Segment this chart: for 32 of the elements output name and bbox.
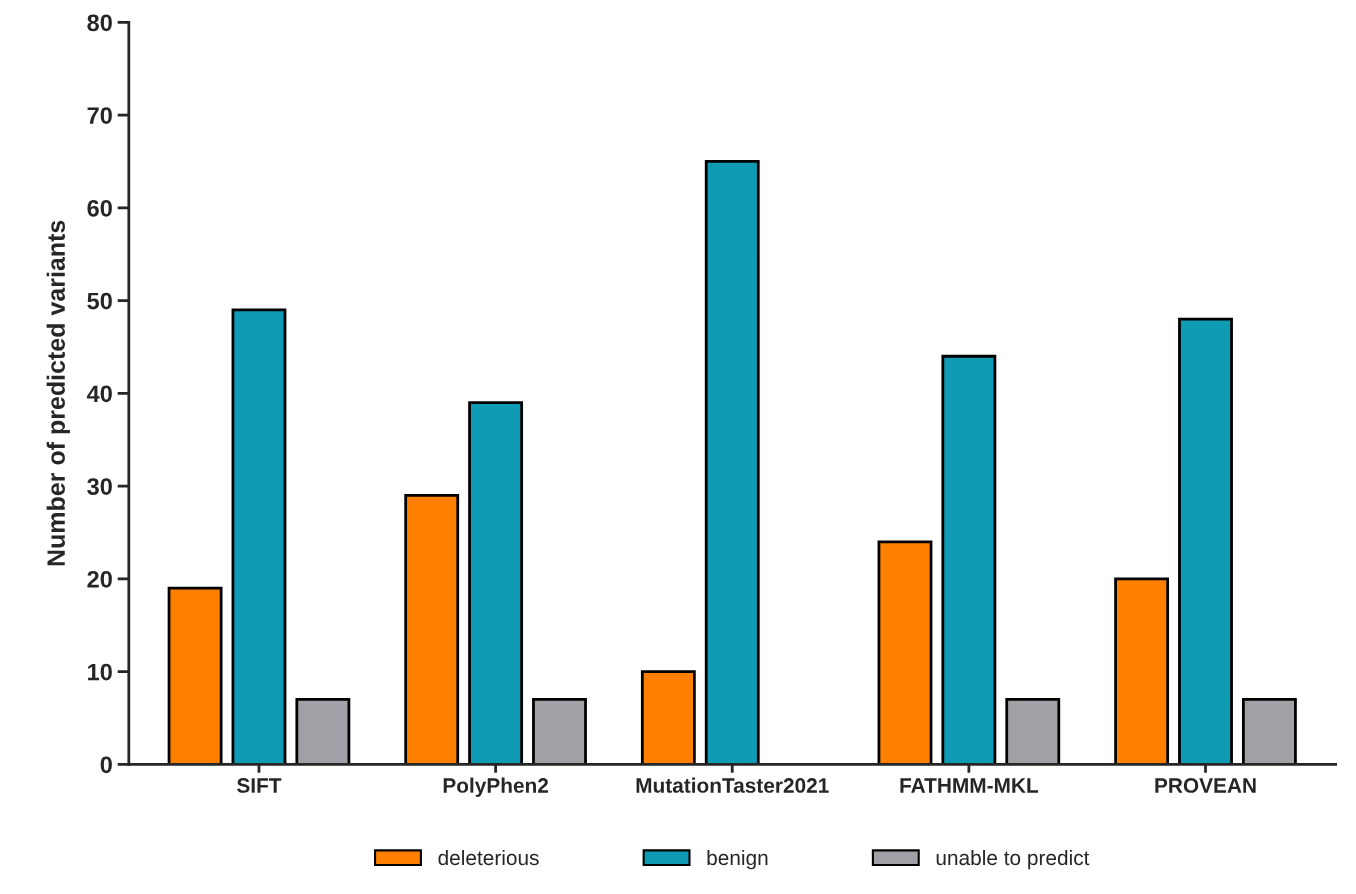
x-tick-label: PROVEAN [1155, 778, 1256, 793]
bar [877, 540, 933, 765]
bar [704, 160, 760, 765]
y-axis-title: Number of predicted variants [46, 220, 70, 566]
bar [1005, 698, 1061, 765]
bar [941, 354, 997, 765]
x-tick-label: MutationTaster2021 [636, 777, 829, 793]
bar [404, 494, 460, 765]
x-tick-label: PolyPhen2 [443, 777, 549, 797]
bar [231, 308, 287, 765]
bar [532, 698, 587, 765]
bar [1241, 698, 1297, 765]
bar [295, 698, 351, 765]
bar [167, 586, 223, 765]
bar [1178, 317, 1233, 765]
y-tick-label: 30 [87, 478, 112, 495]
bar [1114, 577, 1170, 765]
y-tick-label: 80 [87, 14, 112, 32]
x-tick-label: SIFT [237, 778, 282, 793]
legend-label: benign [707, 849, 768, 870]
legend-label: deleterious [438, 849, 539, 866]
y-tick-label: 40 [86, 385, 112, 403]
bar [640, 670, 696, 765]
y-tick-label: 70 [87, 107, 112, 124]
bar [468, 401, 524, 765]
x-tick-label: FATHMM-MKL [900, 778, 1039, 793]
legend-label: unable to predict [936, 849, 1090, 870]
y-tick-label: 20 [87, 570, 112, 588]
y-tick-label: 60 [87, 199, 112, 217]
y-tick-label: 0 [100, 756, 112, 774]
y-tick-label: 50 [87, 292, 112, 310]
y-tick-label: 10 [88, 663, 112, 681]
